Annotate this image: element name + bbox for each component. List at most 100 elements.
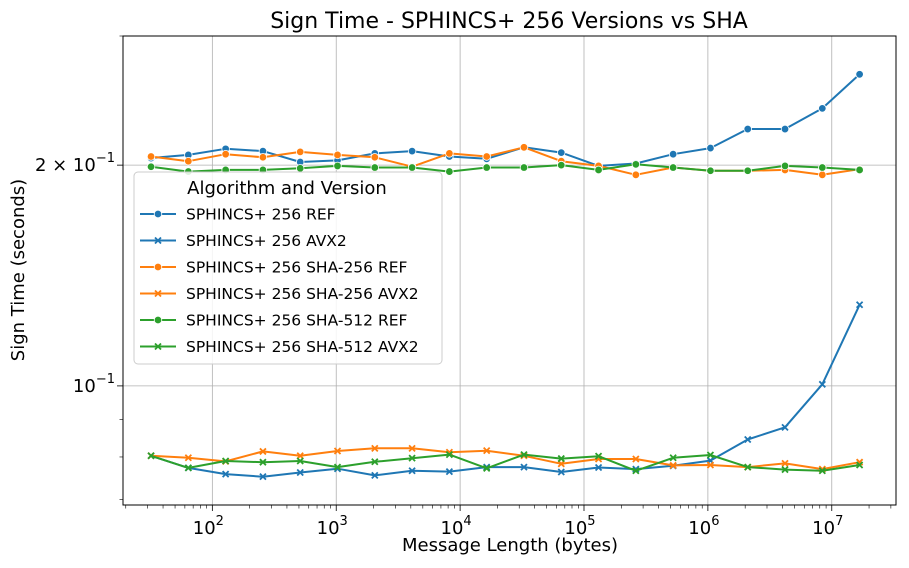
series-line xyxy=(150,73,861,167)
data-point xyxy=(184,454,192,462)
data-point xyxy=(371,444,379,452)
data-point xyxy=(818,467,826,475)
x-axis-label: Message Length (bytes) xyxy=(402,535,618,556)
data-point xyxy=(818,170,827,180)
data-point xyxy=(333,447,342,455)
data-point xyxy=(371,471,379,480)
data-point xyxy=(407,163,417,172)
data-point xyxy=(706,143,715,153)
data-point xyxy=(483,447,491,455)
data-point xyxy=(855,461,864,469)
data-point xyxy=(296,164,305,173)
data-point xyxy=(780,124,790,134)
data-point xyxy=(855,301,864,309)
data-point xyxy=(632,455,640,463)
data-point xyxy=(296,457,304,465)
series-line xyxy=(150,453,860,472)
data-point xyxy=(483,464,491,472)
data-point xyxy=(519,163,529,172)
data-point xyxy=(818,163,827,172)
legend-marker xyxy=(154,236,162,245)
data-point xyxy=(557,148,566,157)
data-point xyxy=(259,473,267,481)
data-point xyxy=(557,454,565,463)
data-point xyxy=(855,165,864,175)
legend-items: SPHINCS+ 256 REF SPHINCS+ 256 AVX2 SPHINCS… xyxy=(140,206,419,356)
x-tick-label: 103 xyxy=(317,514,348,539)
legend-label: SPHINCS+ 256 REF xyxy=(186,206,336,224)
x-tick-label: 105 xyxy=(564,514,595,539)
data-point xyxy=(370,163,380,172)
data-point xyxy=(147,452,155,460)
legend-marker xyxy=(153,262,163,272)
data-point xyxy=(594,165,603,175)
data-point xyxy=(781,459,789,468)
data-point xyxy=(818,380,826,388)
data-point xyxy=(669,461,677,470)
data-point xyxy=(780,161,790,171)
legend-label: SPHINCS+ 256 SHA-512 AVX2 xyxy=(186,338,419,356)
data-point xyxy=(743,124,752,134)
data-point xyxy=(668,149,678,159)
data-point xyxy=(706,166,715,175)
data-point xyxy=(296,468,304,477)
data-point xyxy=(445,149,454,158)
legend-label: SPHINCS+ 256 SHA-256 AVX2 xyxy=(186,285,419,303)
series-layer xyxy=(146,70,864,481)
data-point xyxy=(818,104,827,113)
data-point xyxy=(370,153,380,162)
legend: Algorithm and Version SPHINCS+ 256 REFSP… xyxy=(133,171,443,365)
data-point xyxy=(408,467,416,475)
data-point xyxy=(744,463,752,471)
data-point xyxy=(259,458,267,466)
legend-box xyxy=(133,171,443,365)
data-point xyxy=(407,146,417,156)
data-point xyxy=(557,160,566,170)
legend-marker xyxy=(154,342,162,351)
data-point xyxy=(296,147,305,157)
data-point xyxy=(519,143,529,152)
x-tick-label: 106 xyxy=(688,514,719,539)
legend-title: Algorithm and Version xyxy=(187,178,387,199)
legend-marker xyxy=(153,315,163,325)
data-point xyxy=(146,152,156,161)
data-point xyxy=(706,451,715,459)
data-point xyxy=(668,163,678,172)
data-point xyxy=(221,470,230,478)
data-point xyxy=(743,166,752,175)
data-point xyxy=(221,457,230,465)
y-tick-label: 2 × 10−1 xyxy=(35,151,115,176)
data-point xyxy=(184,464,192,472)
data-point xyxy=(184,156,193,166)
legend-label: SPHINCS+ 256 AVX2 xyxy=(186,232,347,250)
data-point xyxy=(333,161,342,171)
axis-layer: 102 103 104 105 106 107 2 × 10−1 10−1 xyxy=(35,35,892,539)
data-point xyxy=(146,162,156,171)
data-point xyxy=(520,463,528,471)
data-point xyxy=(855,70,864,79)
legend-marker xyxy=(154,289,162,298)
data-point xyxy=(631,170,641,180)
data-point xyxy=(408,444,416,452)
x-tick-label: 107 xyxy=(812,514,843,539)
data-point xyxy=(408,454,416,462)
data-point xyxy=(520,450,528,459)
data-point xyxy=(631,160,641,169)
legend-marker xyxy=(153,209,163,219)
legend-label: SPHINCS+ 256 SHA-512 REF xyxy=(186,312,408,330)
data-point xyxy=(744,435,752,444)
data-point xyxy=(371,458,379,466)
data-point xyxy=(594,452,603,460)
data-point xyxy=(445,450,454,459)
data-point xyxy=(482,163,491,172)
x-tick-label: 104 xyxy=(441,514,472,539)
data-point xyxy=(482,152,491,161)
data-point xyxy=(445,467,454,476)
data-point xyxy=(333,463,342,471)
data-point xyxy=(221,149,230,159)
series-line xyxy=(150,447,860,471)
chart-title: Sign Time - SPHINCS+ 256 Versions vs SHA xyxy=(270,9,748,34)
data-point xyxy=(557,468,565,476)
data-point xyxy=(259,447,267,456)
y-axis-label: Sign Time (seconds) xyxy=(8,179,29,361)
